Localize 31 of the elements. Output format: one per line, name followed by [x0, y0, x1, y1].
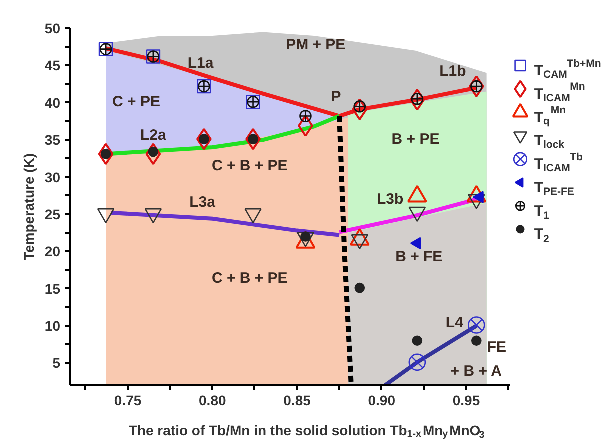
y-tick-label: 25	[44, 206, 61, 222]
y-tick-label: 10	[44, 318, 61, 334]
annotation: C + B + PE	[212, 158, 288, 175]
annotation: L4	[446, 314, 464, 332]
annotation: L3a	[190, 194, 216, 212]
x-tick-label: 0.75	[114, 392, 142, 408]
annotation: P	[331, 88, 342, 106]
annotation: FE	[487, 339, 507, 356]
annotation: C + B + PE	[212, 270, 288, 287]
y-tick-label: 40	[44, 94, 61, 111]
y-tick-label: 30	[44, 169, 61, 186]
annotation: L2a	[140, 127, 168, 144]
annotation: L1a	[188, 54, 214, 72]
x-tick-label: 0.80	[199, 392, 226, 408]
annotation: L3b	[377, 191, 404, 208]
x-tick-label: 0.85	[284, 392, 312, 408]
x-tick-label: 0.95	[452, 392, 480, 408]
annotation: + B + A	[450, 362, 502, 380]
y-axis-title: Temperature (K)	[20, 153, 37, 261]
y-tick-label: 5	[52, 355, 61, 372]
annotation: B + PE	[392, 130, 440, 148]
x-tick-label: 0.90	[368, 392, 396, 408]
annotation: B + FE	[396, 248, 443, 266]
y-tick-label: 45	[44, 58, 61, 74]
y-tick-label: 15	[44, 280, 61, 297]
annotation: PM + PE	[286, 36, 346, 54]
y-tick-label: 20	[44, 244, 61, 260]
y-tick-label: 35	[44, 132, 61, 148]
y-tick-label: 50	[44, 20, 61, 36]
annotation: C + PE	[112, 94, 160, 111]
annotation: L1b	[440, 63, 466, 80]
